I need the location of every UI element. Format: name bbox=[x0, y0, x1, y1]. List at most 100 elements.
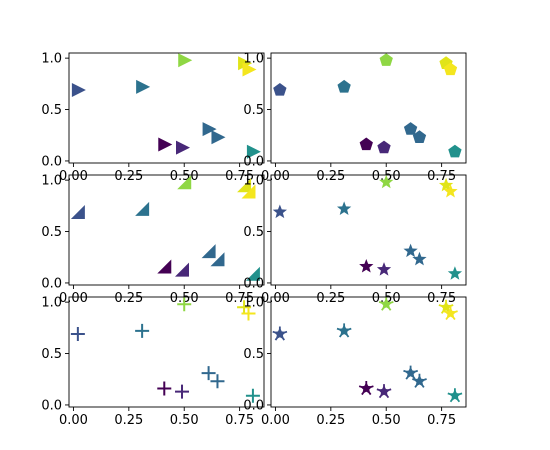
y-tick-label: 0.5 bbox=[243, 347, 264, 362]
data-point bbox=[175, 262, 190, 277]
x-tick-label: 0.50 bbox=[170, 169, 199, 184]
y-tick-label: 0.0 bbox=[41, 398, 62, 413]
data-point bbox=[238, 56, 253, 71]
data-point bbox=[376, 384, 392, 399]
y-tick-label: 1.0 bbox=[41, 174, 62, 189]
y-tick-label: 1.0 bbox=[243, 174, 264, 189]
x-tick-label: 0.50 bbox=[170, 413, 199, 428]
y-tick-label: 0.5 bbox=[41, 225, 62, 240]
x-tick-label: 0.75 bbox=[427, 413, 456, 428]
y-tick-label: 0.0 bbox=[243, 154, 264, 169]
data-point bbox=[443, 305, 458, 321]
data-point bbox=[176, 140, 191, 155]
axes-frame bbox=[68, 52, 265, 164]
x-tick-label: 0.75 bbox=[427, 291, 456, 306]
data-point bbox=[377, 140, 391, 154]
x-tick-label: 0.25 bbox=[316, 169, 345, 184]
data-point bbox=[336, 323, 352, 338]
subplot-2: 0.000.250.500.750.00.51.0 bbox=[243, 52, 467, 184]
data-point bbox=[336, 201, 352, 215]
y-tick-label: 0.0 bbox=[243, 398, 264, 413]
x-tick-label: 0.50 bbox=[372, 413, 401, 428]
x-tick-label: 0.00 bbox=[261, 291, 290, 306]
x-tick-label: 0.25 bbox=[114, 413, 143, 428]
data-point-spokes bbox=[358, 380, 374, 396]
y-tick-label: 1.0 bbox=[41, 52, 62, 67]
data-point bbox=[443, 62, 458, 76]
data-point bbox=[403, 243, 418, 258]
data-point bbox=[157, 259, 172, 274]
x-tick-label: 0.00 bbox=[59, 291, 88, 306]
y-tick-label: 0.0 bbox=[41, 276, 62, 291]
data-point bbox=[201, 244, 216, 259]
data-point bbox=[412, 130, 427, 143]
data-point bbox=[403, 365, 419, 380]
x-tick-label: 0.25 bbox=[316, 413, 345, 428]
y-tick-label: 1.0 bbox=[243, 296, 264, 311]
axes-frame bbox=[68, 296, 265, 408]
data-point bbox=[448, 144, 462, 158]
data-point bbox=[412, 251, 427, 266]
data-point-spokes bbox=[447, 388, 463, 403]
data-point-spokes bbox=[272, 326, 288, 341]
data-point bbox=[158, 137, 173, 152]
data-point bbox=[273, 83, 287, 96]
data-point bbox=[412, 373, 427, 388]
x-tick-label: 0.25 bbox=[114, 169, 143, 184]
data-point-spokes bbox=[378, 296, 394, 311]
x-tick-label: 0.25 bbox=[316, 291, 345, 306]
data-point bbox=[379, 174, 394, 189]
subplot-3: 0.00 0.25 0.50 0.750.00.51.0 bbox=[41, 174, 265, 306]
data-point-spokes bbox=[443, 305, 458, 321]
data-point bbox=[241, 184, 256, 199]
data-point bbox=[70, 327, 85, 342]
data-point bbox=[237, 178, 252, 193]
data-point-spokes bbox=[376, 384, 392, 399]
data-point bbox=[211, 130, 226, 145]
y-tick-label: 0.0 bbox=[41, 154, 62, 169]
data-point bbox=[242, 62, 257, 77]
y-tick-label: 0.5 bbox=[41, 347, 62, 362]
data-point bbox=[70, 205, 85, 220]
data-point bbox=[210, 374, 225, 389]
data-point bbox=[175, 384, 190, 399]
data-point bbox=[378, 296, 394, 311]
data-point bbox=[157, 381, 172, 396]
data-point-spokes bbox=[403, 365, 419, 380]
data-point bbox=[178, 53, 193, 68]
subplot-5: 0.00 0.25 0.50 0.750.00.51.0 bbox=[41, 296, 265, 428]
subplot-1: 0.00 0.25 0.50 0.750.00.51.0 bbox=[41, 52, 265, 184]
x-tick-label: 0.75 bbox=[427, 169, 456, 184]
data-point bbox=[201, 366, 216, 381]
data-point bbox=[136, 79, 151, 94]
data-point bbox=[337, 79, 351, 93]
x-tick-label: 0.75 bbox=[225, 291, 254, 306]
data-point bbox=[245, 266, 260, 281]
data-point bbox=[272, 204, 287, 219]
data-point bbox=[71, 83, 86, 98]
data-point bbox=[438, 177, 454, 192]
y-tick-label: 1.0 bbox=[41, 296, 62, 311]
y-tick-label: 0.5 bbox=[243, 103, 264, 118]
data-point bbox=[177, 297, 192, 312]
x-tick-label: 0.00 bbox=[59, 413, 88, 428]
x-tick-label: 0.00 bbox=[261, 169, 290, 184]
x-tick-label: 0.75 bbox=[225, 413, 254, 428]
axes-frame bbox=[270, 296, 467, 408]
data-point bbox=[359, 259, 374, 273]
data-point bbox=[177, 175, 192, 190]
data-point bbox=[359, 137, 373, 151]
subplot-4: 0.000.250.500.750.00.51.0 bbox=[243, 174, 467, 306]
data-point bbox=[245, 388, 260, 403]
y-tick-label: 0.5 bbox=[243, 225, 264, 240]
data-point bbox=[447, 266, 463, 280]
axes-frame bbox=[270, 174, 467, 286]
x-tick-label: 0.00 bbox=[59, 169, 88, 184]
x-tick-label: 0.00 bbox=[261, 413, 290, 428]
data-point bbox=[358, 380, 374, 396]
data-point bbox=[272, 326, 288, 341]
y-tick-label: 1.0 bbox=[243, 52, 264, 67]
data-point bbox=[443, 183, 458, 198]
axes-frame bbox=[270, 52, 467, 164]
